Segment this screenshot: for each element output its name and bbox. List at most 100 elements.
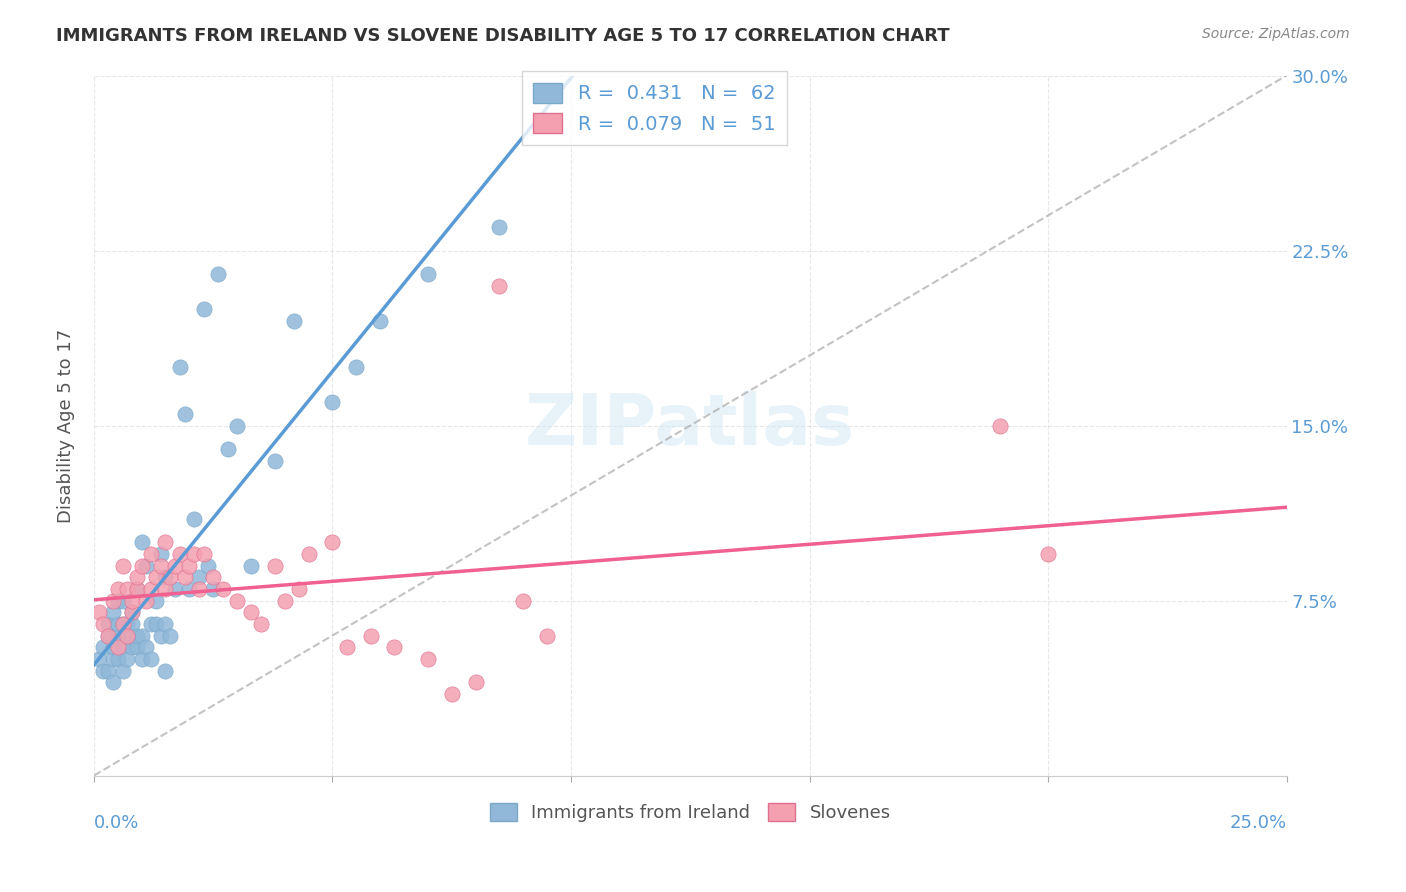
Point (202, 570, 225, 584)
Point (416, 267, 439, 281)
Point (988, 418, 1011, 433)
Point (155, 664, 177, 678)
Point (93, 616, 115, 631)
Point (107, 640, 129, 655)
Point (211, 582, 233, 596)
Point (93, 664, 115, 678)
Point (135, 558, 157, 573)
Point (183, 512, 205, 526)
Point (179, 558, 201, 573)
Point (131, 652, 153, 666)
Text: ZIPatlas: ZIPatlas (526, 391, 855, 460)
Point (202, 582, 225, 596)
Point (416, 652, 439, 666)
Point (187, 582, 209, 596)
Point (125, 640, 148, 655)
Point (193, 301, 215, 316)
Text: Source: ZipAtlas.com: Source: ZipAtlas.com (1202, 27, 1350, 41)
Point (97, 664, 120, 678)
Point (117, 582, 139, 596)
Point (197, 558, 219, 573)
Point (440, 687, 463, 701)
Point (155, 616, 177, 631)
Point (107, 628, 129, 642)
Point (125, 628, 148, 642)
Point (125, 570, 148, 584)
Point (207, 267, 229, 281)
Point (187, 570, 209, 584)
Point (336, 640, 359, 655)
Point (155, 570, 177, 584)
Point (344, 360, 367, 375)
Point (149, 558, 172, 573)
Point (1036, 547, 1059, 561)
Point (141, 652, 163, 666)
Point (135, 593, 157, 607)
Point (97, 616, 120, 631)
Point (117, 652, 139, 666)
Point (488, 220, 510, 235)
Point (117, 628, 139, 642)
Y-axis label: Disability Age 5 to 17: Disability Age 5 to 17 (58, 328, 75, 523)
Point (169, 547, 191, 561)
Point (173, 407, 195, 421)
Point (121, 616, 143, 631)
Point (121, 640, 143, 655)
Point (111, 616, 134, 631)
Point (321, 535, 343, 549)
Point (121, 593, 143, 607)
Point (121, 605, 143, 619)
Point (193, 547, 215, 561)
Point (288, 582, 311, 596)
Point (97, 628, 120, 642)
Point (135, 640, 157, 655)
Point (101, 593, 124, 607)
Point (368, 313, 391, 327)
Text: 0.0%: 0.0% (94, 814, 139, 832)
Point (101, 675, 124, 690)
Point (155, 582, 177, 596)
Point (141, 616, 163, 631)
Point (111, 558, 134, 573)
Point (107, 616, 129, 631)
Point (163, 582, 186, 596)
Point (131, 558, 153, 573)
Point (226, 593, 249, 607)
Point (159, 628, 181, 642)
Point (101, 640, 124, 655)
Text: IMMIGRANTS FROM IRELAND VS SLOVENE DISABILITY AGE 5 TO 17 CORRELATION CHART: IMMIGRANTS FROM IRELAND VS SLOVENE DISAB… (56, 27, 950, 45)
Point (169, 360, 191, 375)
Point (384, 640, 406, 655)
Point (131, 535, 153, 549)
Point (264, 558, 287, 573)
Point (163, 558, 186, 573)
Legend: Immigrants from Ireland, Slovenes: Immigrants from Ireland, Slovenes (482, 796, 898, 830)
Point (101, 605, 124, 619)
Point (240, 558, 263, 573)
Point (111, 640, 134, 655)
Point (131, 628, 153, 642)
Point (145, 593, 167, 607)
Point (512, 593, 534, 607)
Point (240, 605, 263, 619)
Point (141, 547, 163, 561)
Point (179, 582, 201, 596)
Point (107, 652, 129, 666)
Point (111, 664, 134, 678)
Point (464, 675, 486, 690)
Point (149, 628, 172, 642)
Point (87, 652, 110, 666)
Point (107, 593, 129, 607)
Point (274, 593, 297, 607)
Point (264, 453, 287, 467)
Point (93, 640, 115, 655)
Point (145, 570, 167, 584)
Point (183, 547, 205, 561)
Point (250, 616, 273, 631)
Point (283, 313, 305, 327)
Point (360, 628, 382, 642)
Point (87, 605, 110, 619)
Point (101, 652, 124, 666)
Point (173, 570, 195, 584)
Point (226, 418, 249, 433)
